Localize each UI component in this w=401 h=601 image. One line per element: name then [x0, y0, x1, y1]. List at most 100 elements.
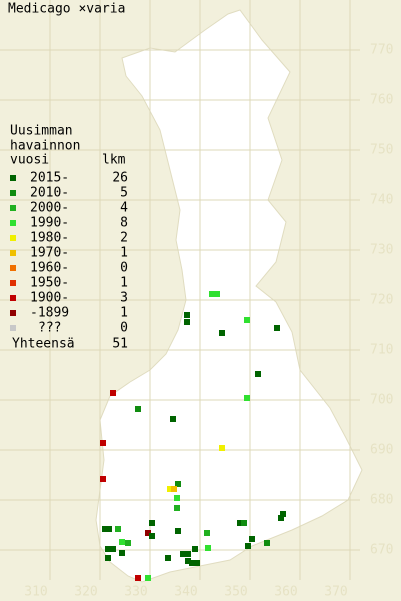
legend-count: 2	[120, 231, 128, 246]
observation	[214, 291, 220, 297]
observation	[175, 481, 181, 487]
observation	[204, 530, 210, 536]
legend-count: 0	[120, 261, 128, 276]
observation	[192, 546, 198, 552]
legend-label: 1950-	[30, 276, 69, 291]
x-tick-label: 370	[324, 585, 347, 600]
observation	[185, 558, 191, 564]
observation	[219, 330, 225, 336]
legend-swatch	[10, 220, 16, 226]
observation	[145, 530, 151, 536]
legend-swatch	[10, 280, 16, 286]
legend-count: 0	[120, 321, 128, 336]
legend-count: 5	[120, 186, 128, 201]
x-tick-label: 360	[274, 585, 297, 600]
legend-swatch	[10, 235, 16, 241]
observation	[149, 533, 155, 539]
legend-label: ???	[38, 321, 61, 336]
observation	[174, 505, 180, 511]
legend-total-label: Yhteensä	[12, 337, 75, 352]
observation	[241, 520, 247, 526]
observation	[119, 550, 125, 556]
legend-count: 1	[120, 306, 128, 321]
x-tick-label: 310	[24, 585, 47, 600]
observation	[205, 545, 211, 551]
legend-swatch	[10, 325, 16, 331]
observation	[165, 555, 171, 561]
legend-swatch	[10, 310, 16, 316]
legend-label: 2000-	[30, 201, 69, 216]
observation	[135, 406, 141, 412]
legend-swatch	[10, 190, 16, 196]
legend-header: vuosi	[10, 153, 49, 168]
legend-label: 2015-	[30, 171, 69, 186]
legend-swatch	[10, 205, 16, 211]
y-tick-label: 710	[370, 343, 393, 358]
observation	[110, 390, 116, 396]
y-tick-label: 720	[370, 293, 393, 308]
observation	[106, 526, 112, 532]
legend-label: 1960-	[30, 261, 69, 276]
legend-label: -1899	[30, 306, 69, 321]
observation	[174, 495, 180, 501]
observation	[115, 526, 121, 532]
x-tick-label: 320	[74, 585, 97, 600]
observation	[170, 416, 176, 422]
legend-swatch	[10, 175, 16, 181]
y-tick-label: 680	[370, 493, 393, 508]
observation	[149, 520, 155, 526]
legend-count: 1	[120, 246, 128, 261]
y-tick-label: 770	[370, 43, 393, 58]
observation	[119, 539, 125, 545]
legend-count: 8	[120, 216, 128, 231]
observation	[194, 560, 200, 566]
legend-total: 51	[112, 337, 128, 352]
x-tick-label: 330	[124, 585, 147, 600]
observation	[167, 486, 173, 492]
observation	[209, 291, 215, 297]
observation	[105, 546, 111, 552]
legend-count-header: lkm	[102, 153, 126, 168]
y-tick-label: 740	[370, 193, 393, 208]
observation	[185, 551, 191, 557]
observation	[175, 528, 181, 534]
legend-label: 1980-	[30, 231, 69, 246]
y-tick-label: 730	[370, 243, 393, 258]
observation	[280, 511, 286, 517]
observation	[189, 560, 195, 566]
legend-header: havainnon	[10, 139, 80, 154]
observation	[244, 395, 250, 401]
observation	[278, 515, 284, 521]
observation	[274, 325, 280, 331]
observation	[219, 445, 225, 451]
observation	[255, 371, 261, 377]
legend-header: Uusimman	[10, 124, 73, 139]
observation	[135, 575, 141, 581]
legend-label: 1990-	[30, 216, 69, 231]
observation	[237, 520, 243, 526]
legend-label: 1900-	[30, 291, 69, 306]
observation	[105, 555, 111, 561]
observation	[180, 551, 186, 557]
legend-count: 4	[120, 201, 128, 216]
legend-count: 3	[120, 291, 128, 306]
legend-swatch	[10, 295, 16, 301]
observation	[100, 476, 106, 482]
observation	[244, 317, 250, 323]
y-tick-label: 670	[370, 543, 393, 558]
observation	[110, 546, 116, 552]
observation	[145, 575, 151, 581]
x-tick-label: 350	[224, 585, 247, 600]
observation	[125, 540, 131, 546]
legend-swatch	[10, 250, 16, 256]
legend-count: 1	[120, 276, 128, 291]
observation	[184, 319, 190, 325]
legend-label: 2010-	[30, 186, 69, 201]
legend-count: 26	[112, 171, 128, 186]
observation	[100, 440, 106, 446]
observation	[249, 536, 255, 542]
observation	[245, 543, 251, 549]
observation	[171, 486, 177, 492]
map-title: Medicago ×varia	[8, 2, 125, 17]
